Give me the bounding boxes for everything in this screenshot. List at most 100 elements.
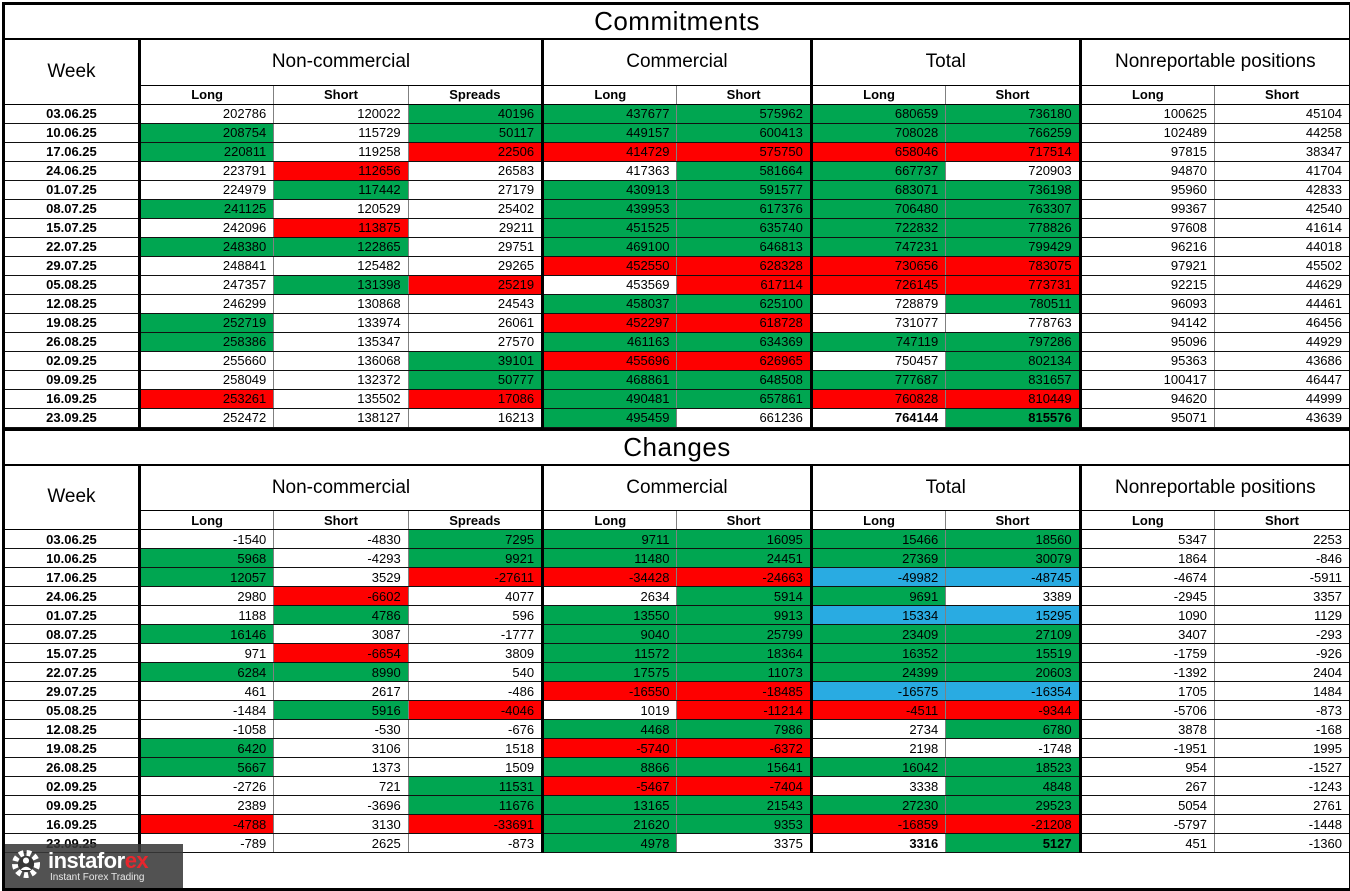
value-cell: 16352 <box>811 643 947 663</box>
col-c-short: Short <box>676 510 813 530</box>
value-cell: 29523 <box>945 795 1082 815</box>
value-cell: 439953 <box>542 199 678 219</box>
value-cell: 9921 <box>408 548 545 568</box>
week-cell: 05.08.25 <box>5 275 141 295</box>
value-cell: 721 <box>273 776 409 796</box>
value-cell: 7295 <box>408 529 545 549</box>
week-cell: 02.09.25 <box>5 351 141 371</box>
table-row: 26.08.25 5667 1373 1509 8866 15641 16042 18523 9… <box>5 757 1349 777</box>
value-cell: 208754 <box>139 123 275 143</box>
changes-title: Changes <box>5 427 1349 466</box>
value-cell: 29211 <box>408 218 545 238</box>
value-cell: 11572 <box>542 643 678 663</box>
value-cell: -1392 <box>1080 662 1216 682</box>
value-cell: 5916 <box>273 700 409 720</box>
col-c-long: Long <box>542 510 678 530</box>
group-header-row: Week Non-commercial Commercial Total Non… <box>5 39 1349 105</box>
value-cell: 540 <box>408 662 545 682</box>
value-cell: 113875 <box>273 218 409 238</box>
table-row: 03.06.25 202786 120022 40196 437677 575962 680… <box>5 104 1349 124</box>
value-cell: 451525 <box>542 218 678 238</box>
value-cell: -1058 <box>139 719 275 739</box>
value-cell: -1448 <box>1214 814 1349 834</box>
value-cell: 247357 <box>139 275 275 295</box>
col-nc-long: Long <box>139 85 275 105</box>
value-cell: 255660 <box>139 351 275 371</box>
value-cell: 258049 <box>139 370 275 390</box>
week-cell: 15.07.25 <box>5 643 141 663</box>
week-cell: 22.07.25 <box>5 662 141 682</box>
value-cell: 30079 <box>945 548 1082 568</box>
value-cell: 8866 <box>542 757 678 777</box>
value-cell: 778826 <box>945 218 1082 238</box>
week-column-header: Week <box>5 39 141 105</box>
value-cell: 2761 <box>1214 795 1349 815</box>
changes-table: Changes Week Non-commercial Commercial T… <box>5 427 1349 853</box>
value-cell: 596 <box>408 605 545 625</box>
value-cell: 1509 <box>408 757 545 777</box>
value-cell: -4046 <box>408 700 545 720</box>
col-c-short: Short <box>676 85 813 105</box>
value-cell: 4468 <box>542 719 678 739</box>
value-cell: 763307 <box>945 199 1082 219</box>
table-row: 10.06.25 5968 -4293 9921 11480 24451 27369 3007… <box>5 548 1349 568</box>
value-cell: 202786 <box>139 104 275 124</box>
col-c-long: Long <box>542 85 678 105</box>
value-cell: -486 <box>408 681 545 701</box>
table-row: 24.06.25 223791 112656 26583 417363 581664 667… <box>5 161 1349 181</box>
value-cell: 4978 <box>542 833 678 853</box>
value-cell: 764144 <box>811 408 947 428</box>
value-cell: 708028 <box>811 123 947 143</box>
value-cell: 437677 <box>542 104 678 124</box>
value-cell: 2625 <box>273 833 409 853</box>
value-cell: 617114 <box>676 275 813 295</box>
value-cell: -1540 <box>139 529 275 549</box>
value-cell: 954 <box>1080 757 1216 777</box>
value-cell: 3407 <box>1080 624 1216 644</box>
value-cell: -4788 <box>139 814 275 834</box>
value-cell: 5054 <box>1080 795 1216 815</box>
table-row: 23.09.25 -789 2625 -873 4978 3375 3316 5127 451-… <box>5 833 1349 853</box>
value-cell: 252472 <box>139 408 275 428</box>
week-cell: 15.07.25 <box>5 218 141 238</box>
value-cell: 20603 <box>945 662 1082 682</box>
table-row: 19.08.25 6420 3106 1518 -5740 -6372 2198 -1748-… <box>5 738 1349 758</box>
value-cell: -1951 <box>1080 738 1216 758</box>
value-cell: 9913 <box>676 605 813 625</box>
value-cell: 223791 <box>139 161 275 181</box>
value-cell: 9711 <box>542 529 678 549</box>
group-nonreportable: Nonreportable positions <box>1080 464 1349 511</box>
value-cell: 133974 <box>273 313 409 333</box>
value-cell: 42540 <box>1214 199 1349 219</box>
value-cell: -1527 <box>1214 757 1349 777</box>
value-cell: 248380 <box>139 237 275 257</box>
value-cell: -3696 <box>273 795 409 815</box>
week-cell: 03.06.25 <box>5 529 141 549</box>
value-cell: 24543 <box>408 294 545 314</box>
group-commercial: Commercial <box>542 464 813 511</box>
week-cell: 26.08.25 <box>5 332 141 352</box>
value-cell: -1748 <box>945 738 1082 758</box>
value-cell: 39101 <box>408 351 545 371</box>
week-cell: 08.07.25 <box>5 624 141 644</box>
week-cell: 23.09.25 <box>5 408 141 428</box>
value-cell: 15334 <box>811 605 947 625</box>
value-cell: 253261 <box>139 389 275 409</box>
value-cell: -4830 <box>273 529 409 549</box>
table-row: 10.06.25 208754 115729 50117 449157 600413 708… <box>5 123 1349 143</box>
value-cell: 430913 <box>542 180 678 200</box>
value-cell: 6284 <box>139 662 275 682</box>
value-cell: 21620 <box>542 814 678 834</box>
week-cell: 09.09.25 <box>5 795 141 815</box>
value-cell: -5467 <box>542 776 678 796</box>
value-cell: 15519 <box>945 643 1082 663</box>
col-t-short: Short <box>945 510 1082 530</box>
table-row: 17.06.25 220811 119258 22506 414729 575750 658… <box>5 142 1349 162</box>
value-cell: 1188 <box>139 605 275 625</box>
value-cell: 27570 <box>408 332 545 352</box>
value-cell: 581664 <box>676 161 813 181</box>
value-cell: 6420 <box>139 738 275 758</box>
value-cell: 717514 <box>945 142 1082 162</box>
value-cell: 43639 <box>1214 408 1349 428</box>
table-row: 12.08.25 246299 130868 24543 458037 625100 728… <box>5 294 1349 314</box>
